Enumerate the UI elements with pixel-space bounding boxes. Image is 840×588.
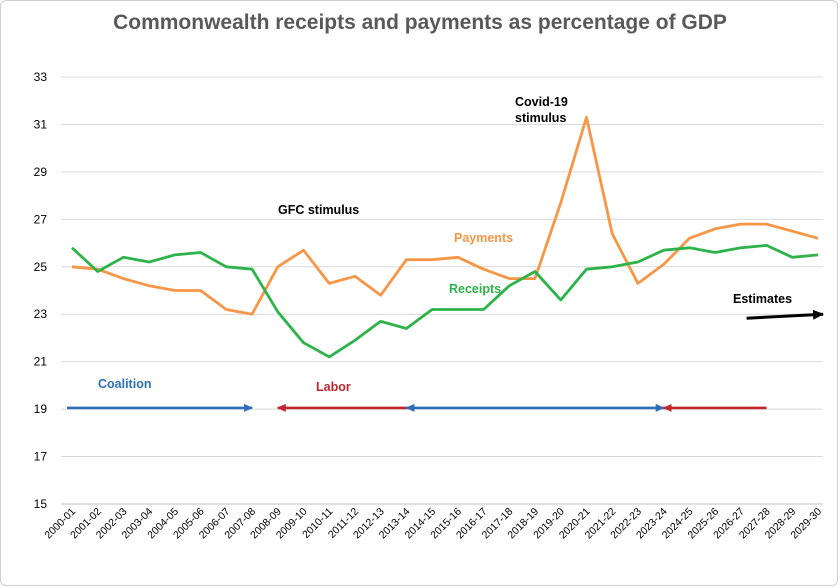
y-tick-label: 33	[34, 70, 48, 84]
gridlines	[61, 76, 823, 505]
annotation-label: Receipts	[449, 282, 501, 296]
y-tick-label: 21	[34, 355, 48, 369]
y-axis: 15 17 19 21 23 25 27 29 31 33	[34, 70, 48, 511]
y-tick-label: 23	[34, 307, 48, 321]
government-period-arrows	[67, 309, 824, 412]
annotation-label: Estimates	[733, 292, 792, 306]
annotation-label: Payments	[454, 231, 513, 245]
y-tick-label: 31	[34, 117, 48, 131]
annotations: GFC stimulus Covid-19 stimulus Payments Rece…	[98, 95, 792, 394]
annotation-label: Covid-19	[515, 95, 568, 109]
chart-title: Commonwealth receipts and payments as pe…	[113, 11, 727, 34]
annotation-label: GFC stimulus	[278, 203, 359, 217]
series-line-payments	[71, 115, 819, 316]
y-tick-label: 19	[34, 402, 48, 416]
annotation-label: stimulus	[515, 111, 566, 125]
series-lines	[71, 115, 819, 359]
annotation-label: Labor	[316, 380, 351, 394]
y-tick-label: 29	[34, 165, 48, 179]
y-tick-label: 25	[34, 260, 48, 274]
series-line-receipts	[71, 243, 819, 359]
x-axis: 2000-012001-022002-032003-042004-052005-…	[42, 506, 824, 542]
y-tick-label: 15	[34, 497, 48, 511]
y-tick-label: 27	[34, 212, 48, 226]
estimates-arrow	[746, 309, 824, 320]
y-tick-label: 17	[34, 450, 48, 464]
annotation-label: Coalition	[98, 377, 151, 391]
